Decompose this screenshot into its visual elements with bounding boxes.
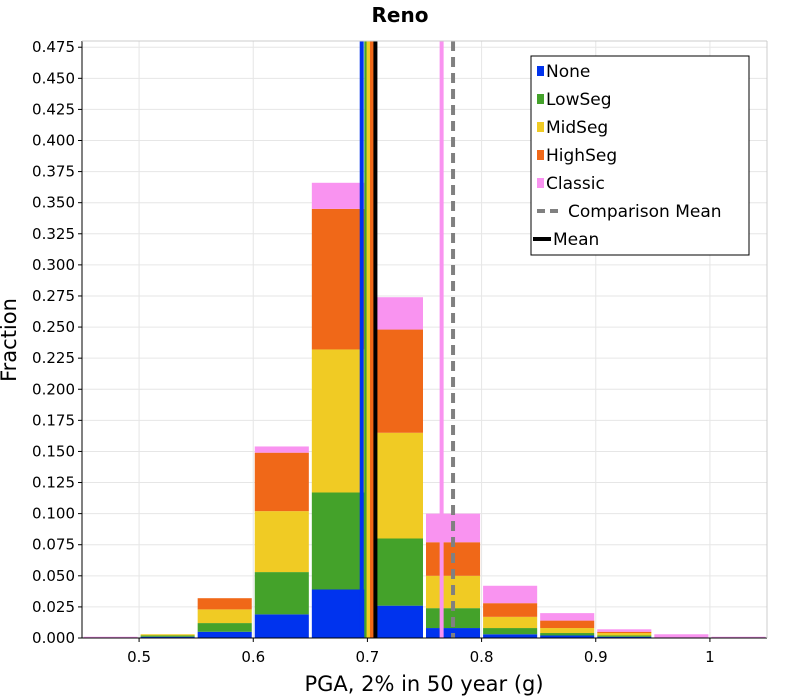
y-tick-label: 0.275 — [32, 287, 75, 305]
bar-none — [140, 636, 195, 638]
legend-swatch-highseg — [537, 150, 544, 160]
x-tick-label: 0.8 — [470, 648, 494, 666]
bar-highseg — [540, 620, 595, 629]
bar-highseg — [254, 452, 309, 512]
legend-label-lowseg: LowSeg — [546, 90, 612, 110]
x-tick-label: 0.6 — [241, 648, 265, 666]
bar-none — [597, 636, 652, 638]
bar-lowseg — [483, 628, 538, 635]
bar-highseg — [368, 329, 423, 433]
y-tick-label: 0.000 — [32, 629, 75, 647]
bar-none — [540, 635, 595, 638]
legend-swatch-midseg — [537, 122, 544, 132]
legend-label-mean: Mean — [553, 230, 599, 250]
bar-lowseg — [140, 635, 195, 637]
bar-highseg — [483, 603, 538, 617]
y-tick-label: 0.225 — [32, 349, 75, 367]
bar-midseg — [483, 616, 538, 629]
bar-classic — [597, 629, 652, 632]
bar-midseg — [540, 628, 595, 634]
y-tick-label: 0.050 — [32, 567, 75, 585]
bar-midseg — [197, 609, 252, 624]
legend-label-none: None — [546, 62, 590, 82]
y-tick-label: 0.100 — [32, 505, 75, 523]
legend-swatch-lowseg — [537, 94, 544, 104]
legend-label-midseg: MidSeg — [546, 118, 608, 138]
y-tick-labels: 0.000 0.025 0.050 0.075 0.100 0.125 0.150 0.175… — [32, 38, 75, 647]
y-tick-label: 0.425 — [32, 100, 75, 118]
y-tick-label: 0.400 — [32, 132, 75, 150]
legend-box — [530, 55, 750, 256]
bar-none — [254, 614, 309, 638]
bar-none — [197, 631, 252, 638]
bar-lowseg — [197, 623, 252, 632]
y-tick-label: 0.300 — [32, 256, 75, 274]
x-tick-label: 0.7 — [355, 648, 379, 666]
mean-lines — [359, 41, 456, 638]
y-tick-label: 0.325 — [32, 225, 75, 243]
y-tick-label: 0.200 — [32, 380, 75, 398]
y-tick-label: 0.350 — [32, 194, 75, 212]
bar-lowseg — [540, 633, 595, 636]
legend: None LowSeg MidSeg HighSeg Classic Comparison… — [530, 55, 750, 256]
legend-label-comparison-mean: Comparison Mean — [568, 202, 722, 222]
y-tick-label: 0.250 — [32, 318, 75, 336]
x-axis-label: PGA, 2% in 50 year (g) — [304, 672, 543, 696]
bar-none — [368, 605, 423, 638]
bar-lowseg — [254, 572, 309, 615]
bar-midseg — [254, 511, 309, 573]
chart-title: Reno — [372, 3, 429, 27]
bar-highseg — [597, 631, 652, 634]
bar-classic — [654, 634, 709, 638]
bar-midseg — [368, 432, 423, 539]
y-axis-label: Fraction — [0, 298, 21, 382]
bar-lowseg — [597, 635, 652, 637]
bar-lowseg — [368, 538, 423, 606]
bar-classic — [483, 585, 538, 604]
axes — [78, 40, 768, 642]
bar-classic — [254, 446, 309, 453]
y-tick-label: 0.475 — [32, 38, 75, 56]
bar-classic — [711, 636, 766, 638]
y-tick-label: 0.075 — [32, 536, 75, 554]
y-tick-label: 0.125 — [32, 474, 75, 492]
x-tick-label: 1 — [705, 648, 715, 666]
bar-lowseg — [311, 492, 366, 590]
legend-label-classic: Classic — [546, 174, 605, 194]
bar-classic — [83, 636, 138, 638]
bar-none — [311, 589, 366, 638]
y-tick-label: 0.150 — [32, 442, 75, 460]
bar-classic — [368, 297, 423, 330]
x-tick-label: 0.9 — [584, 648, 608, 666]
bar-highseg — [197, 598, 252, 610]
bar-classic — [311, 182, 366, 209]
bar-midseg — [140, 634, 195, 636]
bar-midseg — [311, 349, 366, 493]
bar-midseg — [597, 633, 652, 636]
y-tick-label: 0.450 — [32, 69, 75, 87]
y-tick-label: 0.175 — [32, 411, 75, 429]
legend-swatch-classic — [537, 178, 544, 188]
legend-swatch-none — [537, 66, 544, 76]
legend-label-highseg: HighSeg — [546, 146, 617, 166]
x-tick-labels: 0.5 0.6 0.7 0.8 0.9 1 — [127, 648, 715, 666]
bar-highseg — [311, 208, 366, 350]
y-tick-label: 0.375 — [32, 163, 75, 181]
y-tick-label: 0.025 — [32, 598, 75, 616]
bar-classic — [540, 613, 595, 621]
bar-none — [483, 634, 538, 638]
x-tick-label: 0.5 — [127, 648, 151, 666]
